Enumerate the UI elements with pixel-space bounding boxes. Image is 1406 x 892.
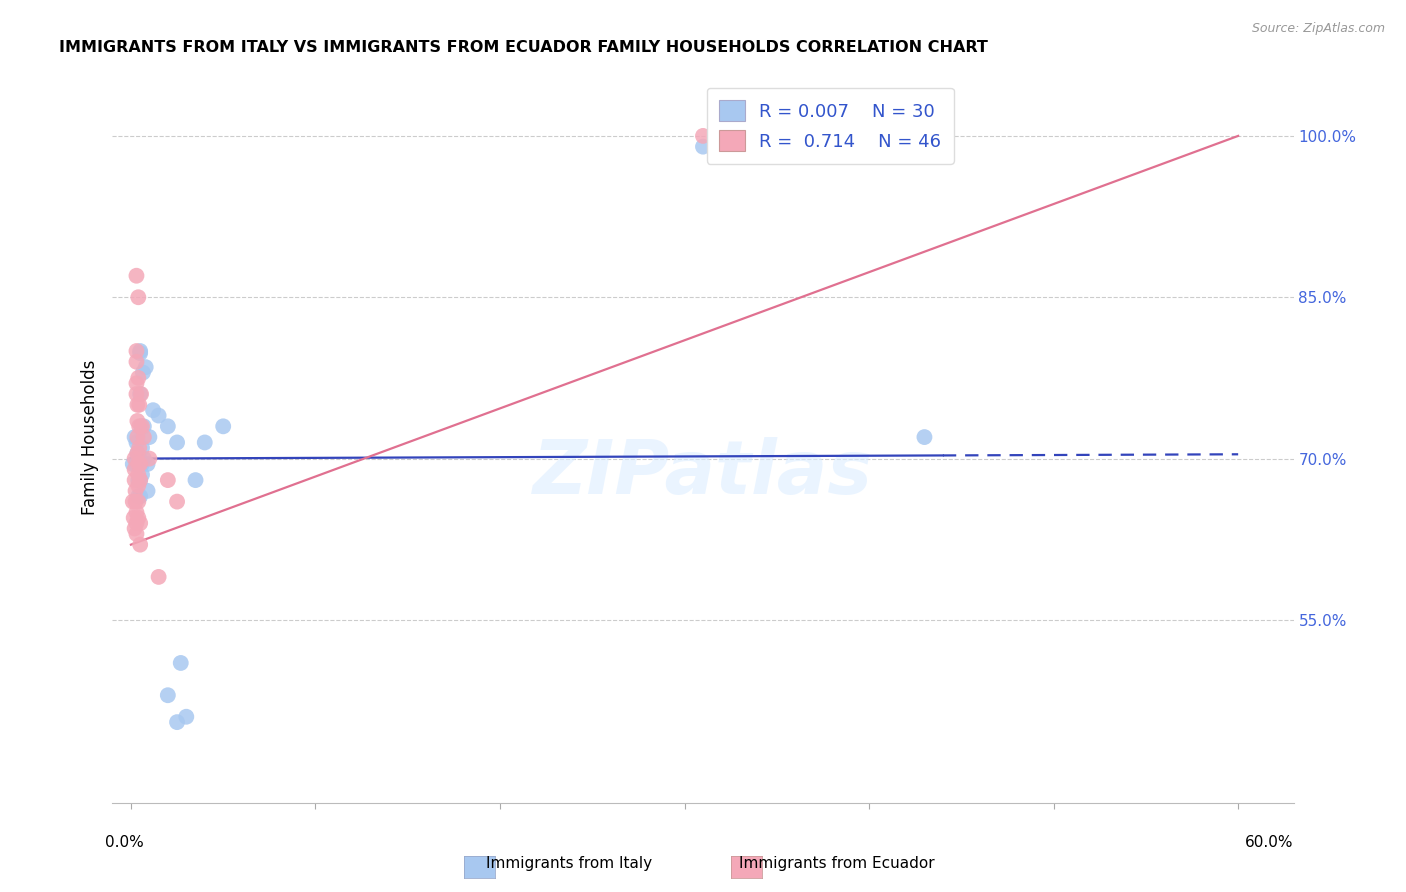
Point bbox=[138, 430, 160, 444]
Point bbox=[129, 346, 152, 360]
Point bbox=[124, 430, 146, 444]
Point bbox=[129, 473, 152, 487]
Point bbox=[125, 516, 148, 530]
Point bbox=[692, 139, 714, 153]
Text: Immigrants from Ecuador: Immigrants from Ecuador bbox=[738, 856, 935, 871]
Point bbox=[132, 451, 155, 466]
Point bbox=[122, 510, 145, 524]
Point bbox=[914, 430, 936, 444]
Point bbox=[148, 570, 170, 584]
Point bbox=[127, 398, 149, 412]
Point bbox=[129, 457, 152, 471]
Text: Source: ZipAtlas.com: Source: ZipAtlas.com bbox=[1251, 22, 1385, 36]
Point bbox=[128, 398, 150, 412]
Text: ZIPatlas: ZIPatlas bbox=[533, 437, 873, 510]
Point bbox=[121, 457, 143, 471]
Point bbox=[129, 387, 152, 401]
Point bbox=[127, 430, 149, 444]
Point bbox=[156, 473, 179, 487]
Point bbox=[125, 376, 148, 391]
Point bbox=[148, 409, 170, 423]
Point bbox=[127, 290, 149, 304]
Point bbox=[125, 355, 148, 369]
Point bbox=[156, 688, 179, 702]
Point bbox=[170, 656, 193, 670]
Point bbox=[129, 489, 152, 503]
Point bbox=[125, 457, 148, 471]
Point bbox=[131, 441, 153, 455]
Point bbox=[128, 419, 150, 434]
Point bbox=[174, 710, 197, 724]
Point bbox=[131, 467, 153, 482]
Legend: R = 0.007    N = 30, R =  0.714    N = 46: R = 0.007 N = 30, R = 0.714 N = 46 bbox=[707, 87, 953, 164]
Point bbox=[125, 344, 148, 359]
Point bbox=[166, 494, 188, 508]
Point bbox=[131, 457, 153, 471]
Point bbox=[156, 419, 179, 434]
Point bbox=[136, 457, 159, 471]
Point bbox=[127, 446, 149, 460]
Point bbox=[127, 371, 149, 385]
Point bbox=[127, 414, 149, 428]
Point bbox=[128, 441, 150, 455]
Point bbox=[121, 494, 143, 508]
Point bbox=[124, 473, 146, 487]
Point bbox=[125, 435, 148, 450]
Text: IMMIGRANTS FROM ITALY VS IMMIGRANTS FROM ECUADOR FAMILY HOUSEHOLDS CORRELATION C: IMMIGRANTS FROM ITALY VS IMMIGRANTS FROM… bbox=[59, 40, 988, 55]
Point bbox=[129, 419, 152, 434]
Text: 60.0%: 60.0% bbox=[1246, 836, 1294, 850]
Point bbox=[127, 489, 149, 503]
Point bbox=[125, 387, 148, 401]
Point bbox=[124, 494, 146, 508]
Point bbox=[127, 510, 149, 524]
Point bbox=[129, 516, 152, 530]
Point bbox=[692, 128, 714, 143]
Point bbox=[212, 419, 235, 434]
Point bbox=[166, 435, 188, 450]
Point bbox=[166, 715, 188, 730]
Y-axis label: Family Households: Family Households bbox=[80, 359, 98, 515]
Point bbox=[128, 451, 150, 466]
Point bbox=[127, 446, 149, 460]
Point bbox=[124, 462, 146, 476]
Point bbox=[132, 366, 155, 380]
Point bbox=[136, 483, 159, 498]
Point bbox=[127, 457, 149, 471]
Point bbox=[125, 268, 148, 283]
Point bbox=[125, 527, 148, 541]
Point bbox=[129, 344, 152, 359]
Point bbox=[138, 451, 160, 466]
Point bbox=[127, 478, 149, 492]
Point bbox=[124, 521, 146, 535]
Point bbox=[127, 473, 149, 487]
Point bbox=[132, 419, 155, 434]
Point bbox=[194, 435, 217, 450]
Point bbox=[132, 430, 155, 444]
Text: Immigrants from Italy: Immigrants from Italy bbox=[486, 856, 652, 871]
Point bbox=[142, 403, 165, 417]
Point bbox=[127, 467, 149, 482]
Point bbox=[184, 473, 207, 487]
Point bbox=[131, 419, 153, 434]
Point bbox=[129, 473, 152, 487]
Point bbox=[125, 505, 148, 519]
Point bbox=[124, 451, 146, 466]
Text: 0.0%: 0.0% bbox=[105, 836, 145, 850]
Point bbox=[124, 483, 146, 498]
Point bbox=[135, 360, 157, 375]
Point bbox=[129, 387, 152, 401]
Point bbox=[127, 494, 149, 508]
Point bbox=[129, 457, 152, 471]
Point bbox=[129, 538, 152, 552]
